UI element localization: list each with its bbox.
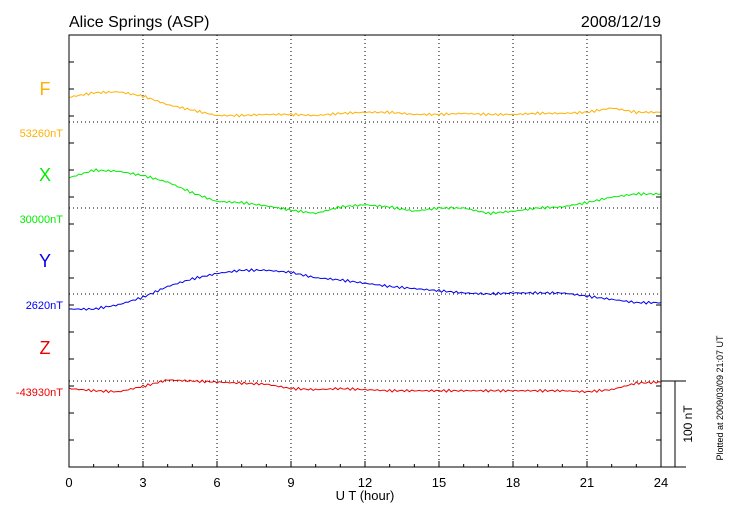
series-line-f [68, 90, 662, 118]
x-tick-label: 24 [654, 475, 668, 490]
x-tick-label: 15 [432, 475, 446, 490]
x-tick-label: 21 [580, 475, 594, 490]
x-tick-label: 0 [65, 475, 72, 490]
series-baseline-y: 2620nT [26, 300, 64, 312]
x-tick-label: 3 [139, 475, 146, 490]
series-name-z: Z [40, 338, 51, 358]
plotted-at-note: Plotted at 2009/03/09 21:07 UT [715, 335, 725, 461]
series-baseline-x: 30000nT [20, 214, 64, 226]
series-baseline-z: -43930nT [16, 387, 63, 399]
scale-bar-label: 100 nT [681, 405, 695, 443]
x-tick-label: 18 [506, 475, 520, 490]
x-tick-label: 6 [213, 475, 220, 490]
series-name-x: X [39, 165, 51, 185]
x-axis-label: U T (hour) [336, 488, 395, 503]
series-name-y: Y [39, 251, 51, 271]
series-line-y [68, 268, 662, 311]
x-tick-label: 12 [358, 475, 372, 490]
series-line-x [68, 168, 662, 216]
chart-date: 2008/12/19 [581, 14, 661, 31]
series-name-f: F [40, 79, 51, 99]
series-baseline-f: 53260nT [20, 128, 64, 140]
series-line-z [68, 379, 662, 394]
chart-title: Alice Springs (ASP) [69, 14, 210, 31]
x-tick-label: 9 [287, 475, 294, 490]
